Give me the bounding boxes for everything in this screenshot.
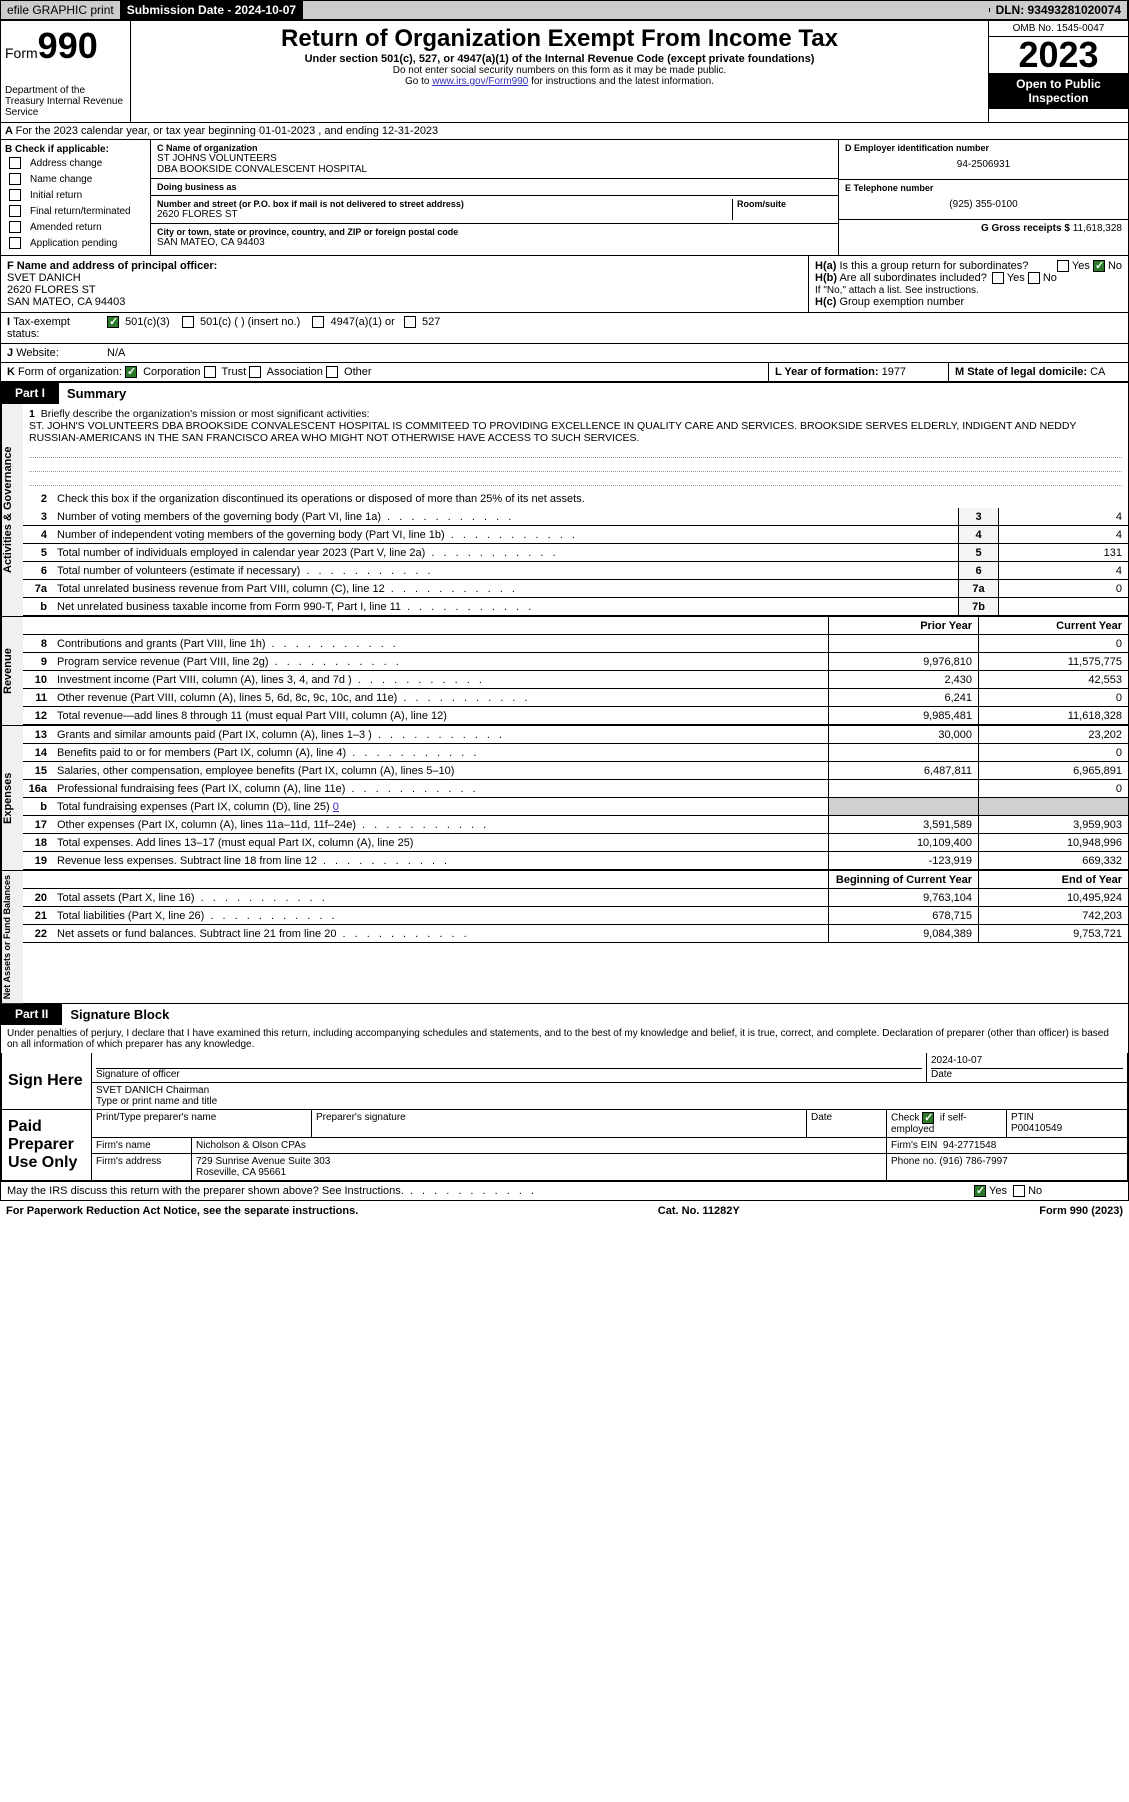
officer-name: SVET DANICH	[7, 272, 81, 284]
cb-501c3[interactable]	[107, 316, 119, 328]
submission-date-button[interactable]: Submission Date - 2024-10-07	[121, 1, 303, 19]
org-name: ST JOHNS VOLUNTEERS	[157, 153, 832, 164]
perjury-text: Under penalties of perjury, I declare th…	[1, 1025, 1128, 1053]
cb-discuss-yes[interactable]	[974, 1185, 986, 1197]
vtab-revenue: Revenue	[1, 617, 23, 725]
top-bar: efile GRAPHIC print Submission Date - 20…	[0, 0, 1129, 20]
cb-assoc[interactable]	[249, 366, 261, 378]
form-number-box: Form990 Department of the Treasury Inter…	[1, 21, 131, 122]
mission-text: ST. JOHN'S VOLUNTEERS DBA BROOKSIDE CONV…	[29, 420, 1076, 444]
ptin: P00410549	[1011, 1123, 1062, 1134]
cb-amended[interactable]	[9, 221, 21, 233]
dln: DLN: 93493281020074	[990, 1, 1128, 19]
cb-self-employed[interactable]	[922, 1112, 934, 1124]
cb-address-change[interactable]	[9, 157, 21, 169]
cb-name-change[interactable]	[9, 173, 21, 185]
firm-ein: 94-2771548	[943, 1140, 996, 1151]
vtab-net-assets: Net Assets or Fund Balances	[1, 871, 23, 1003]
cb-app-pending[interactable]	[9, 237, 21, 249]
firm-phone: (916) 786-7997	[939, 1156, 1007, 1167]
cb-discuss-no[interactable]	[1013, 1185, 1025, 1197]
dept-treasury: Department of the Treasury Internal Reve…	[5, 85, 126, 118]
sign-date: 2024-10-07	[931, 1055, 1123, 1069]
part2-header: Part II Signature Block	[1, 1003, 1128, 1025]
cb-initial-return[interactable]	[9, 189, 21, 201]
ein: 94-2506931	[845, 153, 1122, 176]
title-box: Return of Organization Exempt From Incom…	[131, 21, 988, 122]
part1-header: Part I Summary	[1, 382, 1128, 404]
cb-527[interactable]	[404, 316, 416, 328]
vtab-expenses: Expenses	[1, 726, 23, 870]
cb-ha-yes[interactable]	[1057, 260, 1069, 272]
col-b: B Check if applicable: Address change Na…	[1, 140, 151, 255]
efile-label: efile GRAPHIC print	[1, 1, 121, 19]
cb-4947[interactable]	[312, 316, 324, 328]
cb-final-return[interactable]	[9, 205, 21, 217]
org-dba: DBA BOOKSIDE CONVALESCENT HOSPITAL	[157, 164, 832, 175]
fundraising-link[interactable]: 0	[333, 801, 339, 813]
cb-other[interactable]	[326, 366, 338, 378]
firm-name: Nicholson & Olson CPAs	[192, 1138, 887, 1153]
line-a: A For the 2023 calendar year, or tax yea…	[1, 123, 1128, 140]
phone: (925) 355-0100	[845, 193, 1122, 216]
cb-trust[interactable]	[204, 366, 216, 378]
cb-501c[interactable]	[182, 316, 194, 328]
cb-corp[interactable]	[125, 366, 137, 378]
form-title: Return of Organization Exempt From Incom…	[141, 25, 978, 53]
gross-receipts: 11,618,328	[1073, 223, 1122, 234]
website-val: N/A	[101, 344, 131, 362]
cb-hb-no[interactable]	[1028, 272, 1040, 284]
cb-ha-no[interactable]	[1093, 260, 1105, 272]
officer-name-title: SVET DANICH Chairman	[96, 1085, 1123, 1096]
sign-here-label: Sign Here	[2, 1053, 92, 1109]
vtab-governance: Activities & Governance	[1, 404, 23, 616]
footer: For Paperwork Reduction Act Notice, see …	[0, 1201, 1129, 1221]
paid-preparer-label: Paid Preparer Use Only	[2, 1110, 92, 1180]
cb-hb-yes[interactable]	[992, 272, 1004, 284]
year-box: OMB No. 1545-0047 2023 Open to Public In…	[988, 21, 1128, 122]
irs-link[interactable]: www.irs.gov/Form990	[432, 76, 528, 87]
org-street: 2620 FLORES ST	[157, 209, 732, 220]
firm-addr: 729 Sunrise Avenue Suite 303 Roseville, …	[192, 1154, 887, 1180]
org-city: SAN MATEO, CA 94403	[157, 237, 832, 248]
